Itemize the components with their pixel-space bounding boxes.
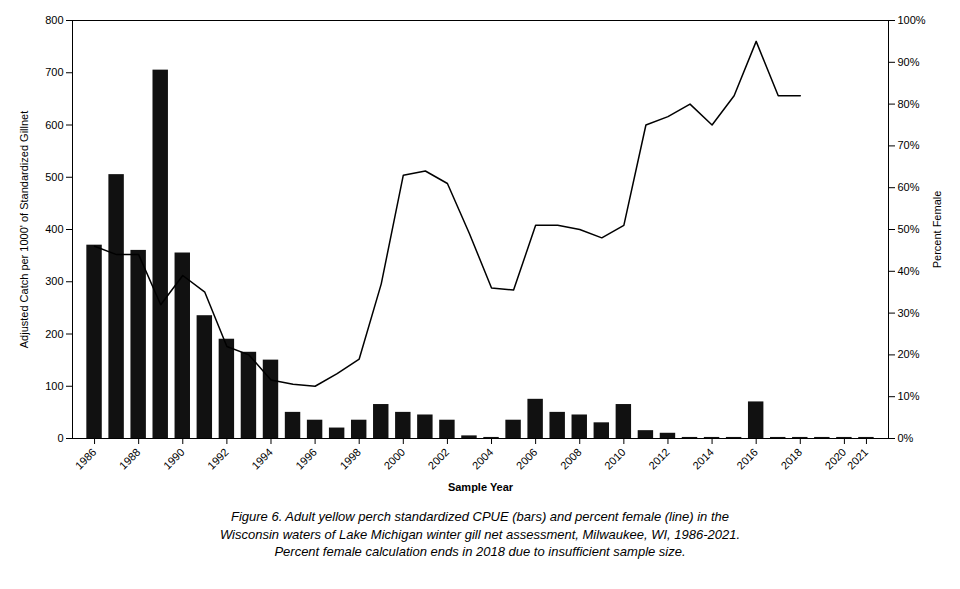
svg-text:100%: 100% <box>898 14 926 26</box>
svg-text:300: 300 <box>45 275 63 287</box>
svg-text:1996: 1996 <box>293 446 319 472</box>
svg-text:1990: 1990 <box>161 446 187 472</box>
svg-text:400: 400 <box>45 223 63 235</box>
svg-text:2012: 2012 <box>646 446 672 472</box>
svg-text:2020: 2020 <box>822 446 848 472</box>
svg-text:800: 800 <box>45 14 63 26</box>
svg-text:2014: 2014 <box>690 446 716 472</box>
svg-text:2016: 2016 <box>734 446 760 472</box>
svg-text:700: 700 <box>45 66 63 78</box>
svg-text:1986: 1986 <box>73 446 99 472</box>
svg-text:2010: 2010 <box>602 446 628 472</box>
svg-text:200: 200 <box>45 328 63 340</box>
svg-text:20%: 20% <box>898 348 920 360</box>
svg-text:2008: 2008 <box>558 446 584 472</box>
svg-text:30%: 30% <box>898 307 920 319</box>
svg-text:80%: 80% <box>898 98 920 110</box>
svg-text:600: 600 <box>45 119 63 131</box>
svg-text:2021: 2021 <box>845 446 871 472</box>
svg-text:2018: 2018 <box>778 446 804 472</box>
svg-text:500: 500 <box>45 171 63 183</box>
svg-text:Sample Year: Sample Year <box>448 481 514 493</box>
svg-text:1998: 1998 <box>337 446 363 472</box>
svg-text:2004: 2004 <box>470 446 496 472</box>
html-text:Wisconsin waters of Lake Michi: Wisconsin waters of Lake Michigan winter… <box>219 526 741 542</box>
svg-text:100: 100 <box>45 380 63 392</box>
svg-text:2006: 2006 <box>514 446 540 472</box>
svg-text:10%: 10% <box>898 390 920 402</box>
html-text:Percent female calculation end: Percent female calculation ends in 2018 … <box>274 544 686 560</box>
svg-text:Percent Female: Percent Female <box>931 191 943 269</box>
svg-text:1994: 1994 <box>249 446 275 472</box>
svg-text:1992: 1992 <box>205 446 231 472</box>
svg-text:1988: 1988 <box>117 446 143 472</box>
svg-text:2002: 2002 <box>426 446 452 472</box>
svg-text:0%: 0% <box>898 432 914 444</box>
svg-text:2000: 2000 <box>381 446 407 472</box>
svg-text:90%: 90% <box>898 56 920 68</box>
html-text:Figure 6. Adult yellow perch s: Figure 6. Adult yellow perch standardize… <box>230 509 729 524</box>
svg-text:40%: 40% <box>898 265 920 277</box>
svg-text:70%: 70% <box>898 139 920 151</box>
svg-text:Adjusted Catch per 1000' of St: Adjusted Catch per 1000' of Standardized… <box>18 111 30 349</box>
svg-text:0: 0 <box>57 432 63 444</box>
svg-text:50%: 50% <box>898 223 920 235</box>
svg-text:60%: 60% <box>898 181 920 193</box>
